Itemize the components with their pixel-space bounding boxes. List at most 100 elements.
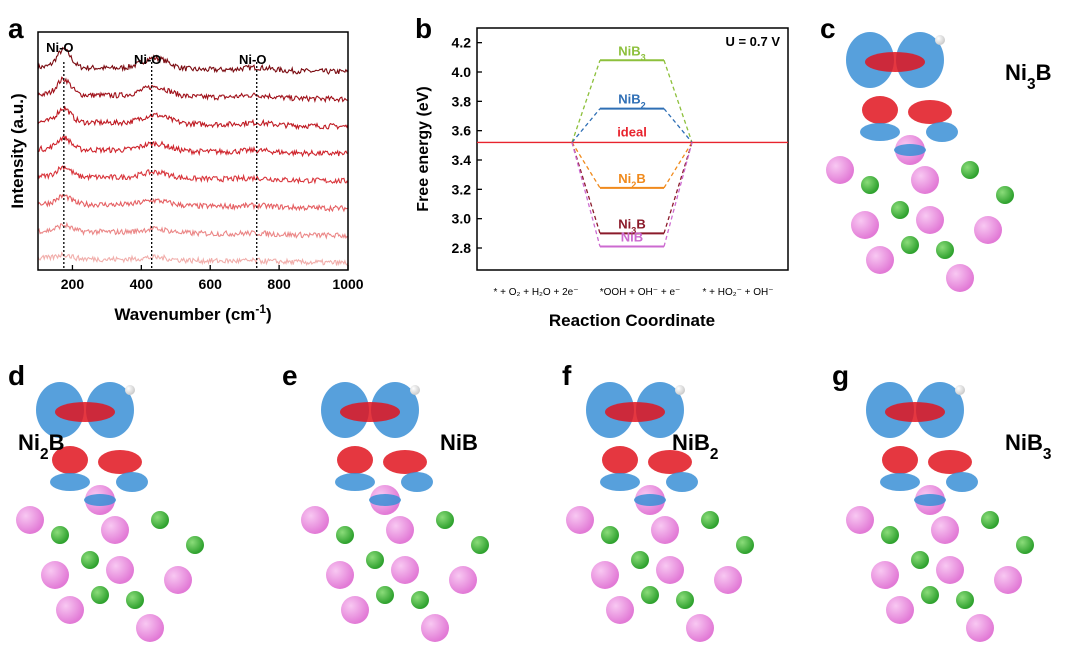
nickel-atom: [101, 516, 129, 544]
boron-atom: [701, 511, 719, 529]
panel-letter-g: g: [832, 360, 849, 391]
x-tick-label: 600: [199, 276, 223, 292]
panel-letter-d: d: [8, 360, 25, 391]
peak-label: Ni-O: [134, 52, 161, 67]
boron-atom: [436, 511, 454, 529]
reaction-state-label: * + HO₂⁻ + OH⁻: [702, 287, 773, 298]
nickel-atom: [851, 211, 879, 239]
panel-f-structure: NiB2: [566, 382, 754, 642]
series-nib2-label: NiB2: [618, 92, 645, 111]
nickel-atom: [16, 506, 44, 534]
boron-atom: [641, 586, 659, 604]
boron-atom: [601, 526, 619, 544]
plot-frame: [37, 31, 349, 271]
nickel-atom: [56, 596, 84, 624]
charge-accumulation-isosurface: [862, 96, 898, 124]
nickel-atom: [106, 556, 134, 584]
nickel-atom: [326, 561, 354, 589]
charge-depletion-isosurface: [600, 473, 640, 491]
charge-accumulation-isosurface: [55, 402, 115, 422]
series-nib2-connector: [571, 108, 601, 143]
panel-letter-c: c: [820, 13, 836, 44]
y-tick-label: 3.0: [452, 211, 472, 227]
hydrogen-atom: [675, 385, 685, 395]
panel-a-spectra: Ni-O Ni-O Ni-O 200 400 600 800 1000 Wavenumber (…: [8, 31, 364, 324]
peak-label: Ni-O: [239, 52, 266, 67]
hydrogen-atom: [410, 385, 420, 395]
x-tick-label: 800: [267, 276, 291, 292]
boron-atom: [676, 591, 694, 609]
y-axis-label: Free energy (eV): [415, 86, 432, 211]
x-tick-label: 400: [130, 276, 154, 292]
nickel-atom: [871, 561, 899, 589]
boron-atom: [861, 176, 879, 194]
panel-c-structure: Ni3B: [826, 32, 1051, 292]
charge-accumulation-isosurface: [602, 446, 638, 474]
structure-label: NiB: [440, 430, 478, 455]
nickel-atom: [606, 596, 634, 624]
nickel-atom: [164, 566, 192, 594]
charge-depletion-isosurface: [335, 473, 375, 491]
y-axis-label: Intensity (a.u.): [8, 93, 27, 208]
charge-accumulation-isosurface: [648, 450, 692, 474]
boron-atom: [91, 586, 109, 604]
boron-atom: [411, 591, 429, 609]
boron-atom: [921, 586, 939, 604]
boron-atom: [891, 201, 909, 219]
nickel-atom: [936, 556, 964, 584]
hydrogen-atom: [955, 385, 965, 395]
charge-accumulation-isosurface: [605, 402, 665, 422]
series-ni2b-connector: [571, 142, 601, 189]
charge-depletion-isosurface: [369, 494, 401, 506]
charge-accumulation-isosurface: [340, 402, 400, 422]
nickel-atom: [686, 614, 714, 642]
annotation-potential: U = 0.7 V: [725, 34, 780, 49]
panel-e-structure: NiB: [301, 382, 489, 642]
panel-letter-f: f: [562, 360, 572, 391]
charge-depletion-isosurface: [926, 122, 958, 142]
charge-accumulation-isosurface: [52, 446, 88, 474]
charge-depletion-isosurface: [666, 472, 698, 492]
series-nib2-connector: [663, 108, 693, 143]
spectrum-series-4: [37, 133, 349, 158]
nickel-atom: [449, 566, 477, 594]
nickel-atom: [994, 566, 1022, 594]
y-tick-label: 3.2: [452, 181, 472, 197]
nickel-atom: [974, 216, 1002, 244]
x-axis-label: Wavenumber (cm-1): [114, 302, 271, 324]
nickel-atom: [421, 614, 449, 642]
series-nib-connector: [571, 142, 601, 247]
nickel-atom: [846, 506, 874, 534]
boron-atom: [881, 526, 899, 544]
boron-atom: [186, 536, 204, 554]
charge-accumulation-isosurface: [865, 52, 925, 72]
boron-atom: [911, 551, 929, 569]
boron-atom: [736, 536, 754, 554]
reaction-state-label: * + O₂ + H₂O + 2e⁻: [493, 287, 578, 298]
series-nib3-connector: [571, 60, 601, 143]
nickel-atom: [301, 506, 329, 534]
structure-label: Ni2B: [18, 430, 64, 463]
series-nib-label: NiB: [621, 230, 643, 245]
y-tick-label: 3.4: [452, 152, 472, 168]
y-tick-label: 4.0: [452, 64, 472, 80]
boron-atom: [366, 551, 384, 569]
series-nib-connector: [663, 142, 693, 247]
nickel-atom: [886, 596, 914, 624]
nickel-atom: [931, 516, 959, 544]
nickel-atom: [566, 506, 594, 534]
boron-atom: [151, 511, 169, 529]
boron-atom: [126, 591, 144, 609]
charge-accumulation-isosurface: [908, 100, 952, 124]
boron-atom: [956, 591, 974, 609]
series-ni3b-label: Ni3B: [618, 216, 645, 235]
series-ni2b-label: Ni2B: [618, 171, 645, 190]
y-tick-label: 3.6: [452, 123, 472, 139]
nickel-atom: [714, 566, 742, 594]
structure-label: NiB3: [1005, 430, 1051, 463]
spectrum-series-7: [37, 221, 349, 240]
boron-atom: [936, 241, 954, 259]
charge-depletion-isosurface: [860, 123, 900, 141]
